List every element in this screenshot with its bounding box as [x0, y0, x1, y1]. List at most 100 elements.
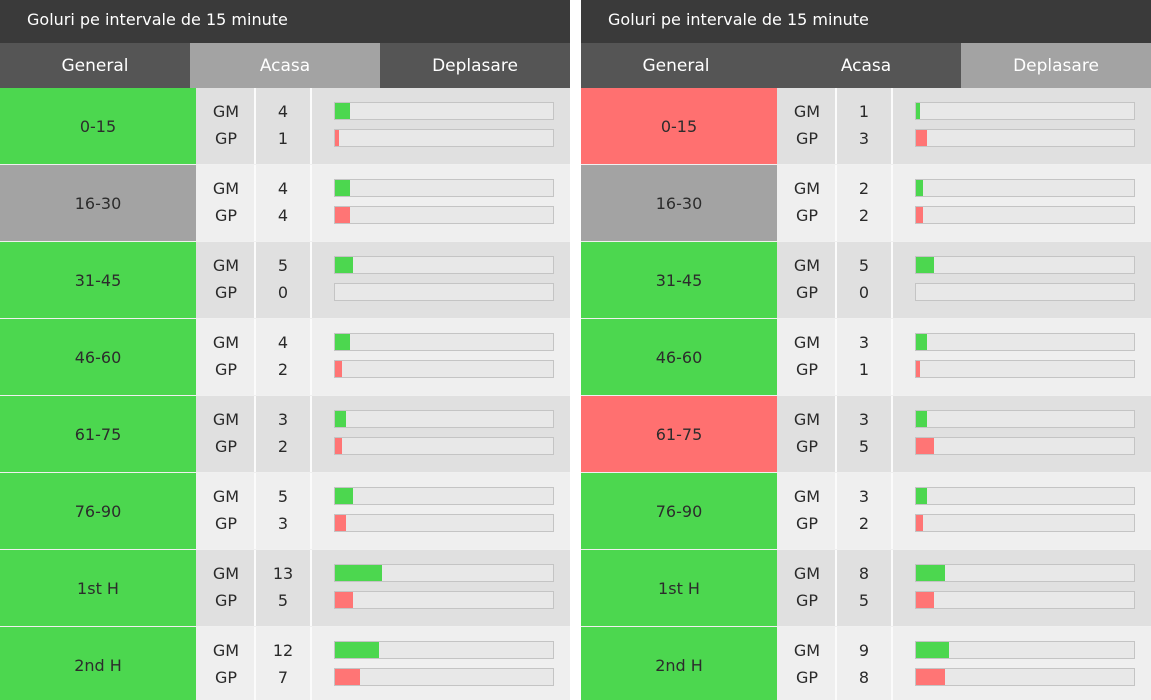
goals-scored-label: GM [793, 102, 821, 121]
goals-conceded-value: 3 [277, 514, 289, 533]
interval-row: 1st H GM GP 13 5 [0, 550, 570, 626]
goals-conceded-bar [334, 129, 554, 147]
column-divider [310, 396, 312, 472]
goals-conceded-value: 8 [858, 668, 870, 687]
goals-conceded-label: GP [795, 668, 819, 687]
goals-conceded-bar-fill [335, 669, 361, 685]
interval-label: 46-60 [581, 319, 777, 395]
goals-scored-value: 3 [858, 487, 870, 506]
goals-conceded-label: GP [214, 668, 238, 687]
goals-conceded-label: GP [214, 360, 238, 379]
goals-conceded-value: 2 [858, 206, 870, 225]
goals-scored-bar-fill [916, 257, 935, 273]
column-divider [835, 242, 837, 318]
goals-scored-bar [915, 102, 1135, 120]
interval-label: 1st H [0, 550, 196, 626]
column-divider [891, 88, 893, 164]
goals-scored-bar-fill [335, 565, 383, 581]
interval-label: 61-75 [0, 396, 196, 472]
column-divider [310, 242, 312, 318]
goals-scored-bar-fill [916, 565, 946, 581]
goals-scored-value: 3 [277, 410, 289, 429]
column-divider [310, 165, 312, 241]
goals-conceded-bar [915, 514, 1135, 532]
column-divider [310, 627, 312, 700]
tab-general[interactable]: General [581, 43, 771, 88]
interval-row: 46-60 GM GP 4 2 [0, 319, 570, 395]
goals-scored-value: 4 [277, 333, 289, 352]
goals-scored-bar-fill [335, 488, 354, 504]
goals-scored-label: GM [793, 564, 821, 583]
goals-scored-bar [334, 179, 554, 197]
goals-conceded-bar-fill [916, 130, 927, 146]
goals-conceded-bar [334, 514, 554, 532]
goals-conceded-bar-fill [335, 438, 343, 454]
goals-conceded-value: 1 [858, 360, 870, 379]
goals-scored-label: GM [212, 564, 240, 583]
interval-label: 0-15 [581, 88, 777, 164]
interval-rows: 0-15 GM GP 1 3 16-30 GM GP 2 2 31-45 GM [581, 88, 1151, 700]
tab-acasa[interactable]: Acasa [190, 43, 380, 88]
goals-conceded-bar-fill [335, 130, 339, 146]
goals-conceded-label: GP [214, 591, 238, 610]
goals-conceded-bar-fill [916, 592, 935, 608]
goals-conceded-bar [334, 668, 554, 686]
goals-scored-value: 4 [277, 102, 289, 121]
goals-conceded-bar [915, 591, 1135, 609]
goals-panel-away: Goluri pe intervale de 15 minute General… [581, 0, 1151, 700]
goals-scored-bar-fill [335, 411, 346, 427]
goals-scored-bar-fill [916, 334, 927, 350]
goals-scored-label: GM [793, 179, 821, 198]
goals-conceded-bar [915, 360, 1135, 378]
goals-scored-value: 2 [858, 179, 870, 198]
goals-conceded-value: 5 [858, 437, 870, 456]
column-divider [835, 165, 837, 241]
column-divider [891, 396, 893, 472]
interval-label: 2nd H [0, 627, 196, 700]
goals-conceded-bar [915, 129, 1135, 147]
goals-conceded-value: 4 [277, 206, 289, 225]
goals-scored-bar [334, 564, 554, 582]
goals-conceded-bar [915, 668, 1135, 686]
goals-conceded-label: GP [795, 206, 819, 225]
tab-acasa[interactable]: Acasa [771, 43, 961, 88]
goals-scored-value: 9 [858, 641, 870, 660]
goals-conceded-bar-fill [335, 361, 343, 377]
panel-title: Goluri pe intervale de 15 minute [0, 0, 570, 43]
goals-conceded-bar [334, 591, 554, 609]
column-divider [310, 88, 312, 164]
goals-conceded-value: 2 [277, 360, 289, 379]
goals-scored-bar-fill [335, 180, 350, 196]
goals-conceded-bar-fill [916, 361, 920, 377]
goals-conceded-bar-fill [916, 438, 935, 454]
goals-conceded-bar [915, 206, 1135, 224]
goals-scored-value: 4 [277, 179, 289, 198]
interval-row: 0-15 GM GP 4 1 [0, 88, 570, 164]
column-divider [891, 165, 893, 241]
column-divider [835, 550, 837, 626]
interval-row: 46-60 GM GP 3 1 [581, 319, 1151, 395]
goals-scored-bar [334, 102, 554, 120]
tab-deplasare[interactable]: Deplasare [380, 43, 570, 88]
goals-scored-value: 1 [858, 102, 870, 121]
tab-deplasare[interactable]: Deplasare [961, 43, 1151, 88]
goals-conceded-value: 0 [277, 283, 289, 302]
goals-scored-value: 5 [277, 487, 289, 506]
panel-title: Goluri pe intervale de 15 minute [581, 0, 1151, 43]
goals-scored-label: GM [212, 410, 240, 429]
interval-label: 16-30 [0, 165, 196, 241]
tab-general[interactable]: General [0, 43, 190, 88]
goals-conceded-bar-fill [335, 207, 350, 223]
goals-scored-value: 8 [858, 564, 870, 583]
goals-conceded-label: GP [795, 129, 819, 148]
column-divider [254, 396, 256, 472]
goals-scored-value: 12 [272, 641, 294, 660]
goals-scored-label: GM [793, 256, 821, 275]
goals-scored-label: GM [793, 410, 821, 429]
goals-scored-bar-fill [916, 180, 924, 196]
goals-scored-bar [915, 333, 1135, 351]
column-divider [254, 627, 256, 700]
goals-scored-label: GM [793, 333, 821, 352]
column-divider [891, 242, 893, 318]
goals-scored-bar [334, 333, 554, 351]
